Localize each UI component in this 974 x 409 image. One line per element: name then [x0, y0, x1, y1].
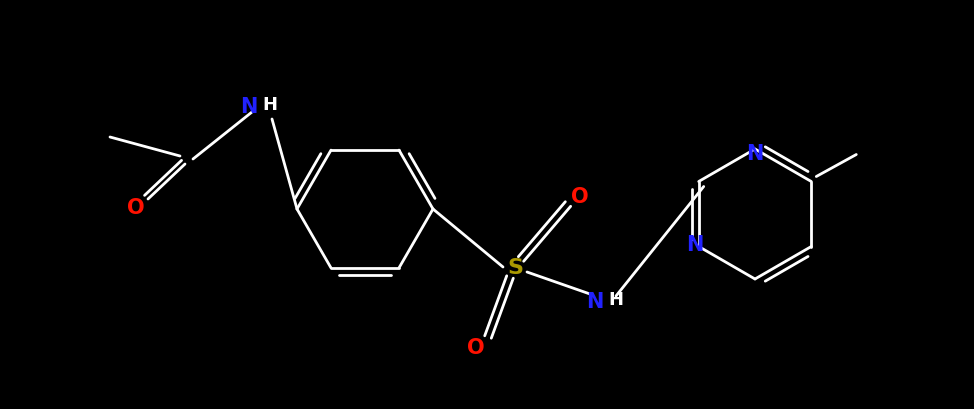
Text: O: O: [468, 337, 485, 357]
Text: H: H: [262, 96, 277, 114]
Text: O: O: [571, 187, 589, 207]
Text: H: H: [608, 290, 623, 308]
Text: N: N: [586, 291, 604, 311]
Text: N: N: [746, 144, 764, 164]
Text: N: N: [686, 235, 703, 255]
Text: O: O: [128, 198, 145, 218]
Text: N: N: [241, 97, 258, 117]
Text: S: S: [507, 257, 523, 277]
